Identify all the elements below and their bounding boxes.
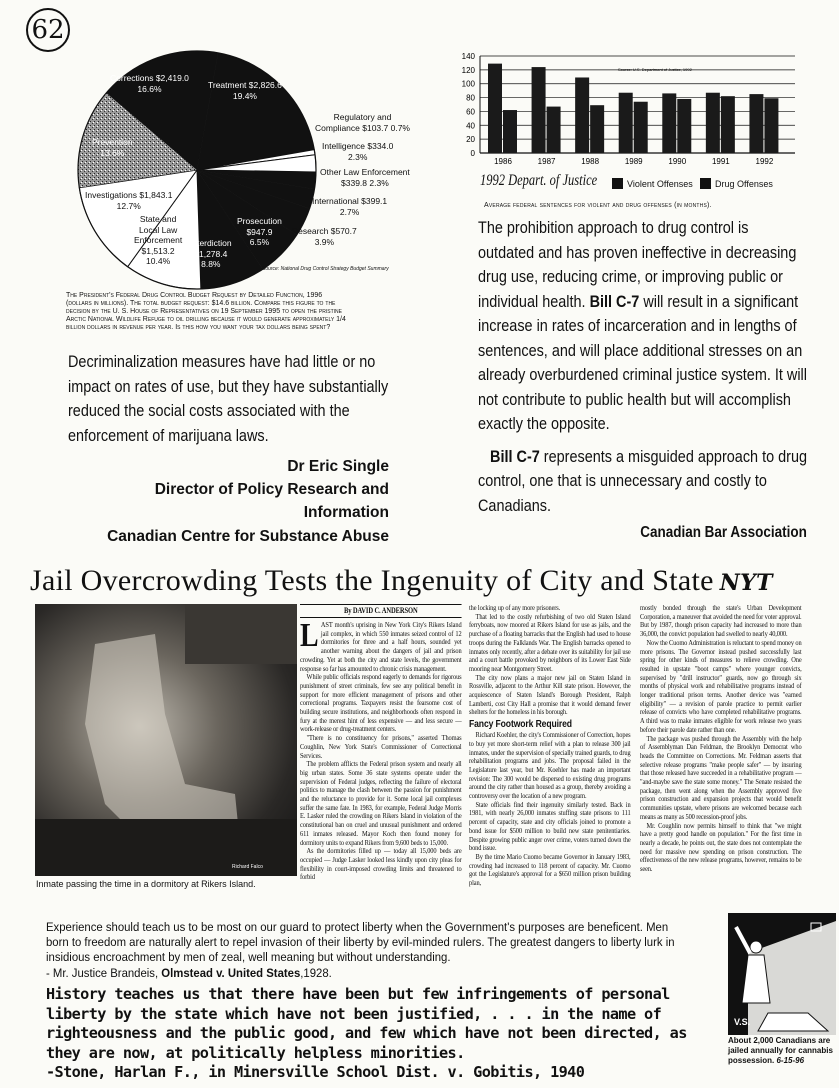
stone-attribution: -Stone, Harlan F., in Minersville School… xyxy=(46,1063,585,1081)
stone-quote: History teaches us that there have been … xyxy=(46,985,726,1083)
bar-drug-1990 xyxy=(677,98,692,153)
x-tick-label: 1990 xyxy=(668,157,686,166)
y-tick-label: 120 xyxy=(462,66,476,75)
pie-chart xyxy=(77,50,317,290)
bar-violent-1988 xyxy=(575,77,590,153)
pie-label-investigations: Investigations $1,843.1 12.7% xyxy=(85,190,173,211)
article-paragraph: L AST month's uprising in New York City's… xyxy=(300,617,462,673)
x-tick-label: 1987 xyxy=(538,157,556,166)
pie-label-interdiction: Interdiction $1,278.4 8.8% xyxy=(190,238,232,269)
bar-drug-1989 xyxy=(633,101,648,153)
bar-violent-1991 xyxy=(705,92,720,153)
x-tick-label: 1988 xyxy=(581,157,599,166)
cartoon-caption: About 2,000 Canadians are jailed annuall… xyxy=(728,1036,833,1065)
bar-drug-1987 xyxy=(546,106,561,153)
article-paragraph: "There is no constituency for prisons," … xyxy=(300,733,462,760)
brandeis-quote: Experience should teach us to be most on… xyxy=(46,920,678,981)
pie-label-corrections: Corrections $2,419.0 16.6% xyxy=(110,73,189,94)
bar-association-statement: The prohibition approach to drug control… xyxy=(478,216,809,542)
byline: By DAVID C. ANDERSON xyxy=(300,604,462,618)
y-tick-label: 140 xyxy=(462,52,476,61)
attribution-title: Director of Policy Research and xyxy=(154,481,389,498)
handwritten-date: 6-15-96 xyxy=(776,1056,805,1065)
photo-credit: Richard Falco xyxy=(232,864,263,870)
article-paragraph: The city now plans a major new jail on S… xyxy=(469,672,631,717)
article-paragraph: mostly bonded through the state's Urban … xyxy=(640,603,802,639)
bar-caption: Average federal sentences for violent an… xyxy=(484,202,712,209)
attribution-org: Canadian Centre for Substance Abuse xyxy=(107,528,389,545)
y-tick-label: 100 xyxy=(462,80,476,89)
photo-figure xyxy=(35,604,297,876)
article-paragraph: By the time Mario Cuomo became Governor … xyxy=(469,851,631,888)
bill-c7-paragraph: Bill C-7 represents a misguided approach… xyxy=(478,446,808,515)
pie-label-prevention: Prevention 13.6% xyxy=(92,137,133,158)
cba-attribution: Canadian Bar Association xyxy=(640,524,807,541)
bar-violent-1990 xyxy=(662,93,677,153)
article-subhead: Fancy Footwork Required xyxy=(469,718,572,731)
bar-source-note: Source: U.S. Department of Justice, 1992 xyxy=(618,67,693,72)
article-paragraph: That led to the costly refurbishing of t… xyxy=(469,611,631,673)
x-tick-label: 1986 xyxy=(494,157,512,166)
article-paragraph: the locking up of any more prisoners. xyxy=(469,603,561,612)
article-paragraph: Richard Koehler, the city's Commissioner… xyxy=(469,730,631,801)
decriminalization-quote: Decriminalization measures have had litt… xyxy=(68,352,389,445)
pie-label-international: International $399.1 2.7% xyxy=(312,196,388,217)
legend-violent: Violent Offenses xyxy=(612,178,693,189)
x-tick-label: 1991 xyxy=(712,157,730,166)
article-paragraph: While public officials respond eagerly t… xyxy=(300,672,462,734)
svg-text:V.S.: V.S. xyxy=(734,1017,750,1027)
attribution-title-2: Information xyxy=(303,504,389,521)
prohibition-paragraph: The prohibition approach to drug control… xyxy=(478,218,807,433)
pie-caption: The President's Federal Drug Control Bud… xyxy=(66,292,346,331)
article-column-1: By DAVID C. ANDERSON L AST month's uprisi… xyxy=(300,604,462,882)
pie-label-regulatory: Regulatory and Compliance $103.7 0.7% xyxy=(315,112,410,133)
pie-label-research: Research $570.7 3.9% xyxy=(292,226,357,247)
legend-swatch xyxy=(612,178,623,189)
brandeis-attribution: - Mr. Justice Brandeis, Olmstead v. Unit… xyxy=(46,965,332,980)
dropcap: L xyxy=(300,617,319,654)
bar-drug-1991 xyxy=(720,96,735,153)
article-column-3: mostly bonded through the state's Urban … xyxy=(640,603,802,874)
bar-violent-1992 xyxy=(749,94,764,153)
pie-label-other-law-enforcement: Other Law Enforcement $339.8 2.3% xyxy=(320,167,410,188)
y-tick-label: 0 xyxy=(471,149,476,158)
pie-source: Source: National Drug Control Strategy B… xyxy=(262,266,389,272)
bar-drug-1986 xyxy=(503,110,517,153)
attribution-name: Dr Eric Single xyxy=(287,458,389,475)
article-paragraph: The package was pushed through the Assem… xyxy=(640,733,802,821)
article-paragraph: Mr. Coughlin now permits himself to thin… xyxy=(640,820,802,874)
article-paragraph: As the dormitories filled up — today all… xyxy=(300,846,462,882)
pie-label-intelligence: Intelligence $334.0 2.3% xyxy=(322,141,394,162)
pie-label-treatment: Treatment $2,826.6 19.4% xyxy=(208,80,282,101)
article-column-2: the locking up of any more prisoners. Th… xyxy=(469,603,631,888)
bar-violent-1987 xyxy=(531,67,546,153)
cartoon-figure-icon: V.S. xyxy=(734,921,836,1035)
y-tick-label: 80 xyxy=(466,94,475,103)
bar-violent-1989 xyxy=(618,92,633,153)
page-number: 62 xyxy=(26,8,70,52)
pie-label-state-local: State and Local Law Enforcement $1,513.2 10.… xyxy=(134,214,183,266)
y-tick-label: 40 xyxy=(466,121,475,130)
bar-chart: 0 20 40 60 80 100 120 140 1986 1987 1988 1989 1990 1… xyxy=(462,52,795,166)
photo-caption: Inmate passing the time in a dormitory a… xyxy=(36,879,256,889)
bar-drug-1988 xyxy=(590,105,605,153)
x-tick-label: 1989 xyxy=(625,157,643,166)
inmate-photo xyxy=(35,604,297,876)
x-tick-label: 1992 xyxy=(756,157,774,166)
y-tick-label: 20 xyxy=(466,135,475,144)
article-headline: Jail Overcrowding Tests the Ingenuity of… xyxy=(30,564,773,597)
handwritten-tag: NYT xyxy=(719,570,773,596)
legend-drug: Drug Offenses xyxy=(700,178,773,189)
handwritten-note: 1992 Depart. of Justice xyxy=(480,172,598,189)
article-paragraph: State officials find their ingenuity sim… xyxy=(469,799,631,853)
bar-violent-1986 xyxy=(488,63,502,153)
legend-swatch xyxy=(700,178,711,189)
article-paragraph: Now the Cuomo Administration is reluctan… xyxy=(640,637,802,734)
y-tick-label: 60 xyxy=(466,107,475,116)
cartoon-illustration: V.S. xyxy=(728,913,836,1035)
pie-label-prosecution: Prosecution $947.9 6.5% xyxy=(237,216,282,247)
bar-drug-1992 xyxy=(764,98,779,153)
article-paragraph: The problem afflicts the Federal prison … xyxy=(300,759,462,847)
